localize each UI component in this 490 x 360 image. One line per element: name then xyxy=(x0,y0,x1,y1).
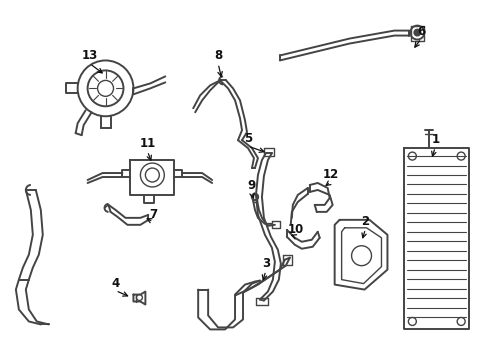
Text: 4: 4 xyxy=(111,276,120,289)
Text: 10: 10 xyxy=(288,223,304,236)
Text: 9: 9 xyxy=(248,179,256,192)
Text: 2: 2 xyxy=(362,215,369,228)
Text: 6: 6 xyxy=(417,24,425,37)
Text: 8: 8 xyxy=(214,49,222,62)
Text: 1: 1 xyxy=(431,133,440,146)
Text: 11: 11 xyxy=(139,137,155,150)
Text: 13: 13 xyxy=(81,49,98,62)
Text: 12: 12 xyxy=(322,168,339,181)
Circle shape xyxy=(415,30,420,36)
Text: 3: 3 xyxy=(262,257,270,270)
Text: 7: 7 xyxy=(149,208,157,221)
Text: 5: 5 xyxy=(244,132,252,145)
